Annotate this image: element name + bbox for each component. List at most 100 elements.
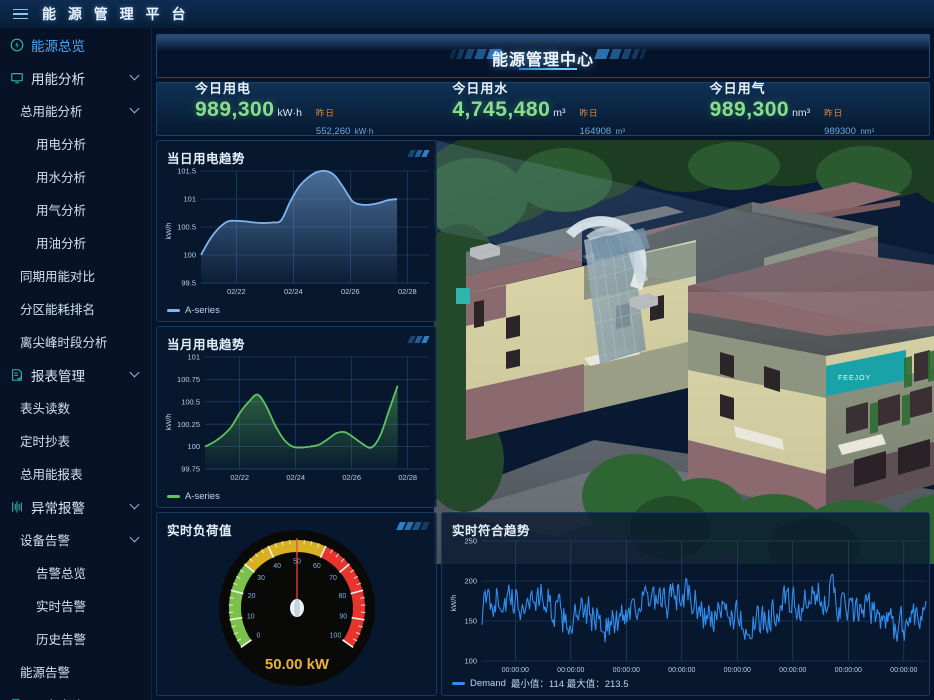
chevron-down-icon[interactable] xyxy=(131,107,139,115)
svg-text:kW/h: kW/h xyxy=(164,413,173,430)
sidebar-item-4[interactable]: 用水分析 xyxy=(0,160,151,193)
chart-legend: A-series xyxy=(167,305,220,316)
svg-text:100: 100 xyxy=(187,442,200,451)
panel-corner-deco xyxy=(407,336,430,343)
svg-text:00:00:00: 00:00:00 xyxy=(724,667,751,674)
hamburger-icon[interactable] xyxy=(0,0,40,28)
sidebar-item-1[interactable]: 用能分析 xyxy=(0,61,151,94)
kpi-title: 今日用气 xyxy=(709,81,766,96)
sidebar-item-5[interactable]: 用气分析 xyxy=(0,193,151,226)
sidebar-item-label: 告警总览 xyxy=(36,567,87,581)
svg-text:kW/h: kW/h xyxy=(164,222,173,239)
kpi-previous: 昨日 164908 m³ xyxy=(580,107,625,140)
sidebar-item-label: 报表管理 xyxy=(31,368,85,384)
legend-label: A-series xyxy=(185,491,220,502)
kpi-value: 4,745,480 xyxy=(452,98,551,121)
sidebar-item-2[interactable]: 总用能分析 xyxy=(0,94,151,127)
main-content: FEEJOY xyxy=(152,28,934,700)
chart-legend: A-series xyxy=(167,491,220,502)
chevron-down-icon[interactable] xyxy=(131,371,139,379)
kpi-prev-label: 昨日 xyxy=(824,108,844,118)
svg-text:00:00:00: 00:00:00 xyxy=(502,667,529,674)
sidebar-item-17[interactable]: 实时告警 xyxy=(0,589,151,622)
svg-text:00:00:00: 00:00:00 xyxy=(835,667,862,674)
sidebar-item-label: 总用能分析 xyxy=(20,105,83,119)
sidebar-item-0[interactable]: 能源总览 xyxy=(0,28,151,61)
monitor-icon xyxy=(8,70,26,86)
panel-title: 当日用电趋势 xyxy=(167,152,246,166)
banner-title: 能源管理中心 xyxy=(491,52,594,69)
legend-swatch xyxy=(167,495,180,498)
kpi-prev-unit: m³ xyxy=(615,127,625,136)
sidebar-item-8[interactable]: 分区能耗排名 xyxy=(0,292,151,325)
demand-trend-chart: 100 150 200 250 00:00:00 00:00:00 00:00:00 00:… xyxy=(449,537,927,674)
svg-text:10: 10 xyxy=(247,614,255,621)
legend-swatch xyxy=(452,681,465,685)
svg-text:70: 70 xyxy=(329,575,337,582)
svg-text:100: 100 xyxy=(330,632,342,639)
svg-text:02/26: 02/26 xyxy=(341,287,360,296)
sidebar-item-13[interactable]: 总用能报表 xyxy=(0,457,151,490)
kpi-title: 今日用水 xyxy=(452,81,509,96)
load-gauge: 0102030405060708090100 50.00 kW xyxy=(219,530,375,686)
svg-text:02/24: 02/24 xyxy=(284,287,303,296)
svg-text:99.75: 99.75 xyxy=(181,465,200,474)
kpi-title: 今日用电 xyxy=(195,81,252,96)
svg-text:kW/h: kW/h xyxy=(449,594,458,611)
svg-text:40: 40 xyxy=(273,563,281,570)
svg-text:100: 100 xyxy=(183,251,196,260)
panel-title: 实时负荷值 xyxy=(167,524,233,538)
kpi-prev-value: 164908 xyxy=(579,126,612,137)
sidebar-item-label: 能源告警 xyxy=(20,666,71,680)
kpi-value: 989,300 xyxy=(195,98,275,121)
legend-label: Demand xyxy=(470,677,506,689)
legend-minmax: 最小值：114 最大值：213.5 xyxy=(510,679,629,690)
sidebar-item-label: 表头读数 xyxy=(20,402,71,416)
sidebar-item-9[interactable]: 离尖峰时段分析 xyxy=(0,325,151,358)
sidebar-item-label: 同期用能对比 xyxy=(20,270,96,284)
svg-text:101.5: 101.5 xyxy=(177,167,196,176)
report-doc-icon xyxy=(8,697,26,700)
sidebar-item-3[interactable]: 用电分析 xyxy=(0,127,151,160)
sidebar-item-11[interactable]: 表头读数 xyxy=(0,391,151,424)
chevron-down-icon[interactable] xyxy=(131,74,139,82)
sidebar-item-18[interactable]: 历史告警 xyxy=(0,622,151,655)
sidebar-item-7[interactable]: 同期用能对比 xyxy=(0,259,151,292)
kpi-card-1: 今日用水 4,745,480 m³ 昨日 164908 m³ xyxy=(414,81,671,137)
sidebar-item-12[interactable]: 定时抄表 xyxy=(0,424,151,457)
kpi-stat-row: 今日用电 989,300 kW·h 昨日 552,260 kW·h 今日用水 4,745,4… xyxy=(156,81,930,137)
svg-text:150: 150 xyxy=(464,617,477,626)
svg-text:100: 100 xyxy=(464,657,477,666)
svg-text:30: 30 xyxy=(257,575,265,582)
sidebar-item-10[interactable]: 报表管理 xyxy=(0,358,151,391)
svg-text:250: 250 xyxy=(464,537,477,546)
svg-text:100.5: 100.5 xyxy=(177,223,196,232)
sidebar-item-20[interactable]: 历史查询 xyxy=(0,688,151,700)
sidebar-item-14[interactable]: 异常报警 xyxy=(0,490,151,523)
kpi-previous: 昨日 989300 nm³ xyxy=(824,107,874,140)
sidebar-item-label: 实时告警 xyxy=(36,600,87,614)
monthly-trend-chart: 99.75 100 100.25 100.5 100.75 101 02/22 02/24 0… xyxy=(164,353,429,482)
sidebar-item-label: 历史查询 xyxy=(31,695,85,700)
kpi-prev-label: 昨日 xyxy=(315,108,335,118)
panel-realtime-demand-trend: 实时符合趋势 100 150 200 250 00:00:00 00:00:00 00:0… xyxy=(441,512,930,696)
energy-bolt-icon xyxy=(8,37,26,53)
sidebar-item-19[interactable]: 能源告警 xyxy=(0,655,151,688)
legend-label: A-series xyxy=(185,305,220,316)
svg-text:60: 60 xyxy=(313,563,321,570)
building-3d-scene: FEEJOY xyxy=(434,140,934,564)
legend-swatch xyxy=(167,309,180,312)
sidebar-item-15[interactable]: 设备告警 xyxy=(0,523,151,556)
sidebar-item-6[interactable]: 用油分析 xyxy=(0,226,151,259)
sidebar-item-16[interactable]: 告警总览 xyxy=(0,556,151,589)
report-doc-icon xyxy=(8,367,26,383)
panel-daily-power-trend: 当日用电趋势 99.5 100 100.5 101 101.5 02/22 02/24 02… xyxy=(156,140,437,322)
kpi-card-0: 今日用电 989,300 kW·h 昨日 552,260 kW·h xyxy=(157,81,414,137)
kpi-prev-unit: kW·h xyxy=(354,127,374,136)
sidebar-item-label: 异常报警 xyxy=(31,500,85,516)
chevron-down-icon[interactable] xyxy=(131,503,139,511)
chevron-down-icon[interactable] xyxy=(131,536,139,544)
sidebar-item-label: 设备告警 xyxy=(20,534,71,548)
kpi-previous: 昨日 552,260 kW·h xyxy=(316,107,373,140)
